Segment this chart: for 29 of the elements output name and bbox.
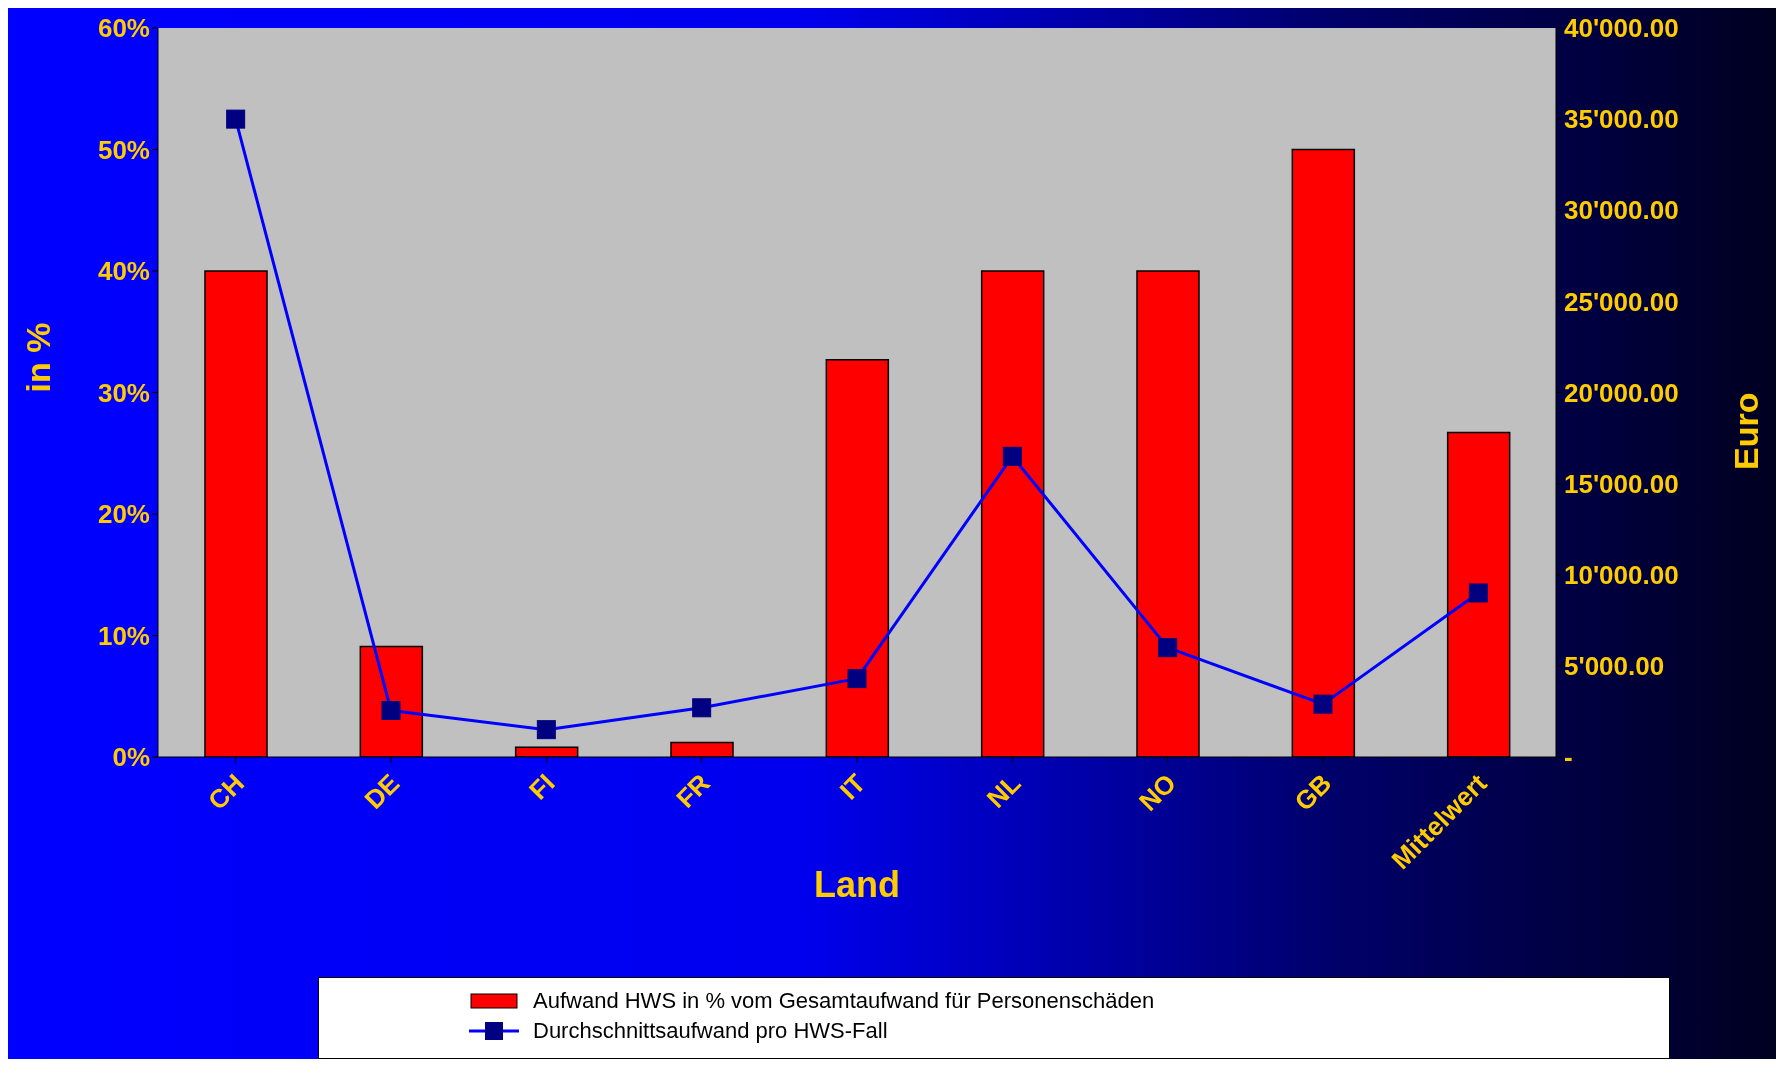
x-tick-label: FR (670, 767, 717, 814)
x-tick-label: NO (1133, 768, 1182, 817)
y2-tick-label: - (1564, 742, 1573, 773)
x-tick-label: IT (833, 767, 872, 806)
y2-tick-label: 15'000.00 (1564, 468, 1679, 499)
x-axis-title: Land (814, 864, 900, 905)
x-tick-label: CH (202, 768, 250, 816)
y-tick-label: 50% (97, 134, 150, 165)
y-tick-label: 10% (97, 620, 150, 651)
x-tick-label: FI (523, 768, 561, 806)
x-tick-label: DE (358, 768, 406, 815)
y2-tick-label: 25'000.00 (1564, 286, 1679, 317)
legend-label: Durchschnittsaufwand pro HWS-Fall (533, 1018, 888, 1044)
y2-tick-label: 30'000.00 (1564, 195, 1679, 226)
y2-tick-label: 10'000.00 (1564, 559, 1679, 590)
y-tick-label: 60% (97, 13, 150, 44)
y2-axis-title: Euro (1727, 392, 1766, 470)
y-tick-label: 0% (112, 742, 150, 773)
x-tick-label: NL (980, 767, 1027, 814)
y2-tick-label: 35'000.00 (1564, 104, 1679, 135)
y-axis-title: in % (19, 322, 58, 393)
y2-tick-label: 5'000.00 (1564, 651, 1665, 682)
y2-tick-label: 20'000.00 (1564, 377, 1679, 408)
y2-tick-label: 40'000.00 (1564, 13, 1679, 44)
legend-label: Aufwand HWS in % vom Gesamtaufwand für Personenschäden (533, 988, 1155, 1014)
y-tick-label: 20% (97, 499, 150, 530)
y-tick-label: 30% (97, 377, 150, 408)
x-tick-label: GB (1288, 768, 1338, 817)
y-tick-label: 40% (97, 256, 150, 287)
